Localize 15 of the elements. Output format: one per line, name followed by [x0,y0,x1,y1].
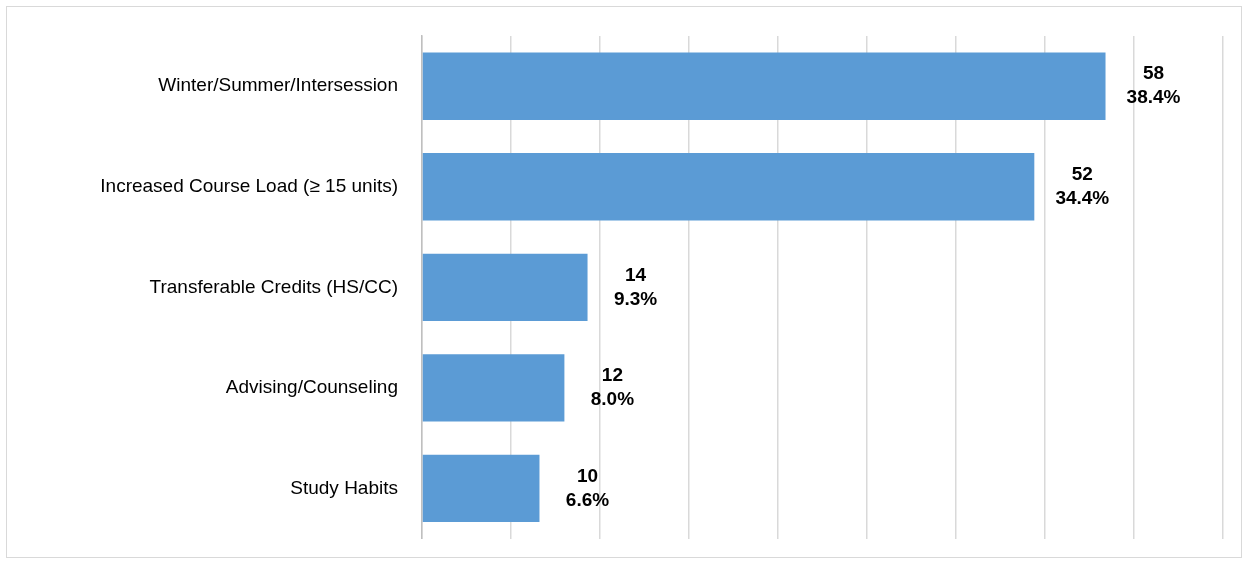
bar [422,354,565,422]
bar [422,253,588,321]
data-label: 58 38.4% [1126,62,1181,108]
data-label: 14 9.3% [613,263,658,309]
y-tick-label: Increased Course Load (≥ 15 units) [100,175,398,197]
y-tick-label: Advising/Counseling [225,376,398,398]
data-label: 10 6.6% [565,464,610,510]
bar [422,454,540,523]
y-tick-label: Transferable Credits (HS/CC) [149,275,398,297]
data-label: 52 34.4% [1055,163,1110,209]
y-tick-label: Winter/Summer/Intersession [158,74,398,96]
y-tick-label: Study Habits [290,476,398,498]
bar [422,153,1035,221]
bar [422,52,1106,120]
data-label: 12 8.0% [590,364,635,410]
